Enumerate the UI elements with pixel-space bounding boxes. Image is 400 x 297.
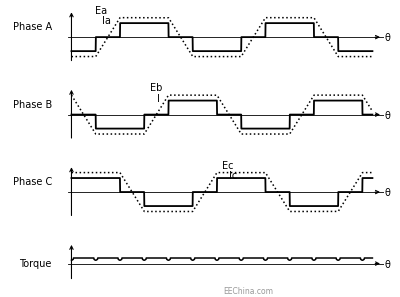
Text: Ia: Ia: [102, 16, 110, 26]
Text: Phase A: Phase A: [13, 22, 52, 32]
Text: Ec: Ec: [222, 161, 234, 171]
Text: Ea: Ea: [95, 6, 107, 16]
Text: I: I: [157, 94, 160, 104]
Text: $\theta$: $\theta$: [384, 257, 391, 270]
Text: Ic: Ic: [229, 171, 237, 181]
Text: Torque: Torque: [20, 259, 52, 268]
Text: $\theta$: $\theta$: [384, 186, 391, 198]
Text: Phase C: Phase C: [12, 177, 52, 187]
Text: $\theta$: $\theta$: [384, 31, 391, 43]
Text: Eb: Eb: [150, 83, 162, 93]
Text: $\theta$: $\theta$: [384, 109, 391, 121]
Text: EEChina.com: EEChina.com: [223, 287, 273, 296]
Text: Phase B: Phase B: [12, 100, 52, 110]
